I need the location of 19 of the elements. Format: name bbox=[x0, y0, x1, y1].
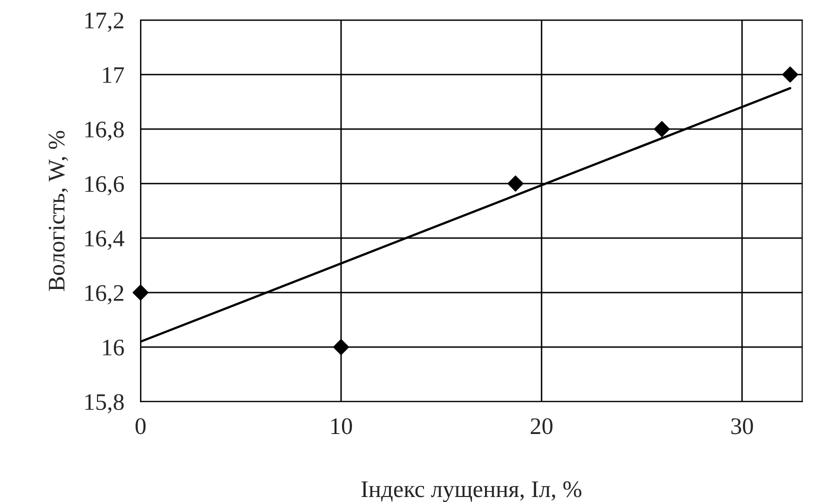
y-tick-label: 15,8 bbox=[85, 394, 124, 414]
y-tick-label: 17 bbox=[103, 67, 124, 83]
y-tick-label: 16,6 bbox=[85, 176, 124, 196]
y-tick-label: 16,4 bbox=[85, 230, 124, 250]
x-tick-label: 30 bbox=[731, 418, 753, 434]
y-tick-label: 16,2 bbox=[85, 285, 124, 304]
x-axis-title: Індекс лущення, Іл, % bbox=[361, 481, 582, 502]
point bbox=[132, 284, 149, 301]
point bbox=[782, 66, 798, 83]
y-tick-label: 16,8 bbox=[85, 122, 124, 141]
y-tick-label: 16 bbox=[103, 340, 124, 356]
x-tick-label: 20 bbox=[530, 418, 552, 434]
x-tick-label: 10 bbox=[331, 418, 352, 434]
point bbox=[333, 339, 350, 356]
point bbox=[507, 176, 524, 192]
y-axis-title: Вологість, W, % bbox=[48, 130, 68, 291]
y-tick-label: 17,2 bbox=[85, 12, 124, 32]
point bbox=[654, 121, 670, 138]
x-tick-label: 0 bbox=[136, 418, 146, 434]
